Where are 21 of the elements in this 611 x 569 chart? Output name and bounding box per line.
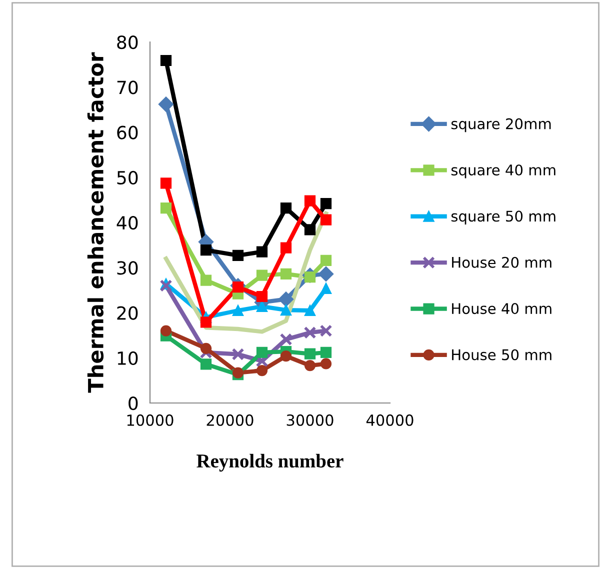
y-tick-label: 60	[117, 126, 138, 140]
legend-label: House 40 mm	[452, 303, 552, 314]
y-tick-label: 40	[116, 216, 138, 230]
legend-label: square 50 mm	[451, 210, 556, 225]
y-tick-label: 80	[117, 35, 138, 50]
y-tick-label: 20	[117, 306, 138, 320]
x-tick-label: 40000	[366, 414, 414, 426]
y-tick-label: 50	[117, 170, 138, 184]
legend-label: House 20 mm	[452, 256, 552, 268]
y-tick-label: 70	[117, 80, 138, 94]
y-tick-label: 0	[128, 396, 138, 410]
legend-label: square 40 mm	[451, 164, 556, 178]
y-tick-label: 10	[118, 351, 138, 365]
legend-label: square 20mm	[451, 118, 551, 132]
x-tick-label: 30000	[286, 414, 334, 426]
x-tick-label: 20000	[206, 414, 254, 426]
x-axis-title: Reynolds number	[196, 454, 344, 472]
y-tick-label: 30	[117, 261, 138, 275]
y-axis-title: Thermal enhancement factor	[87, 52, 104, 393]
x-tick-label: 10000	[127, 414, 174, 426]
legend-label: House 50 mm	[452, 349, 552, 360]
